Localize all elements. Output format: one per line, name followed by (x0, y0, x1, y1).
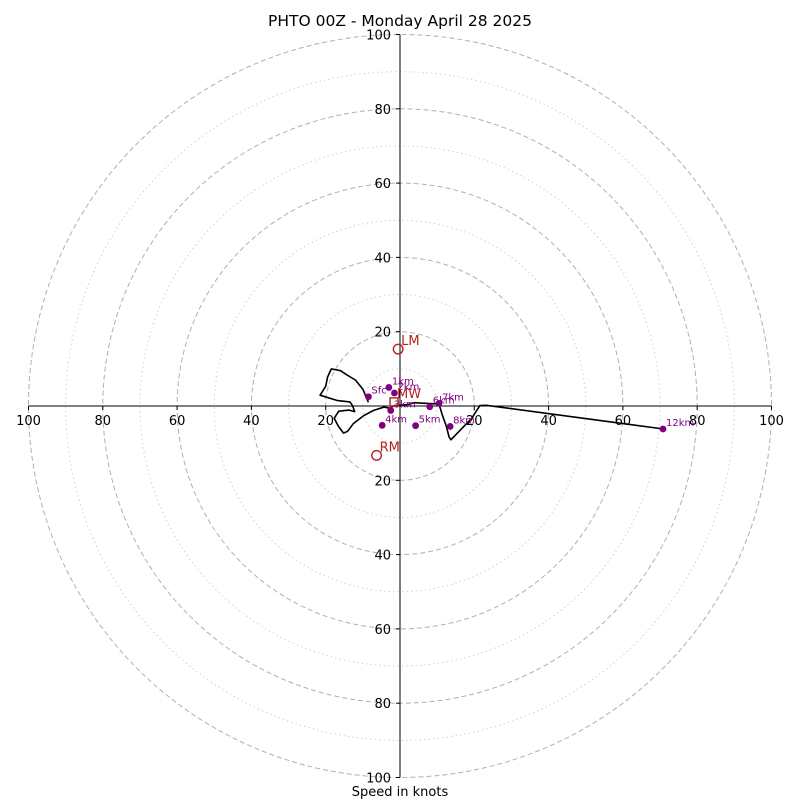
x-tick-label: 20 (317, 414, 334, 429)
x-tick-label: 20 (466, 414, 483, 429)
y-tick-label: 60 (374, 623, 391, 638)
y-tick-label: 40 (374, 549, 391, 564)
height-label-5km: 5km (419, 415, 441, 426)
y-tick-label: 100 (366, 29, 391, 44)
x-tick-label: 100 (16, 414, 41, 429)
height-point-5km (412, 422, 420, 430)
storm-motion-LM-marker (392, 343, 404, 355)
y-tick-label: 20 (374, 326, 391, 341)
height-label-7km: 7km (442, 392, 464, 403)
y-tick-label: 100 (366, 772, 391, 787)
x-tick-label: 60 (169, 414, 186, 429)
height-label-8km: 8km (453, 415, 475, 426)
storm-motion-LM-label: LM (401, 334, 419, 349)
hodograph-trace (319, 368, 664, 441)
height-point-4km (378, 421, 386, 429)
storm-motion-MW-marker (389, 397, 399, 407)
x-tick-label: 80 (689, 414, 706, 429)
y-tick-label: 20 (374, 474, 391, 489)
x-tick-label: 60 (615, 414, 632, 429)
height-label-3km: 3km (394, 399, 416, 410)
height-point-2km (391, 389, 398, 397)
chart-title: PHTO 00Z - Monday April 28 2025 (268, 12, 532, 30)
x-axis-label: Speed in knots (352, 785, 449, 800)
storm-motion-RM-label: RM (380, 440, 400, 455)
x-tick-label: 100 (759, 414, 784, 429)
height-label-Sfc: Sfc (371, 386, 386, 397)
x-tick-label: 40 (243, 414, 260, 429)
storm-motion-RM-marker (371, 449, 383, 461)
height-point-7km (435, 399, 443, 407)
x-tick-label: 40 (540, 414, 557, 429)
height-label-6km: 6km (433, 396, 455, 407)
y-tick-label: 40 (374, 251, 391, 266)
height-point-Sfc (365, 393, 372, 401)
height-point-3km (387, 407, 395, 414)
height-point-12km (659, 425, 667, 433)
height-point-8km (446, 423, 454, 430)
storm-motion-MW-label: MW (397, 387, 421, 402)
y-tick-label: 80 (374, 697, 391, 712)
height-point-6km (426, 403, 434, 411)
hodograph-line (319, 368, 664, 441)
y-tick-label: 80 (374, 103, 391, 118)
height-point-1km (385, 384, 393, 391)
height-label-4km: 4km (385, 414, 407, 425)
storm-motion-markers: LM RM MW (371, 334, 421, 461)
height-label-2km: 2km (397, 382, 419, 393)
x-tick-label: 80 (95, 414, 112, 429)
y-tick-label: 60 (374, 177, 391, 192)
tick-labels: 100 80 60 40 20 20 40 60 80 100 100 80 60 40 20 20 40 60 8… (16, 29, 784, 787)
height-label-12km: 12km (666, 418, 694, 429)
height-label-1km: 1km (392, 376, 414, 387)
axes (28, 34, 772, 778)
